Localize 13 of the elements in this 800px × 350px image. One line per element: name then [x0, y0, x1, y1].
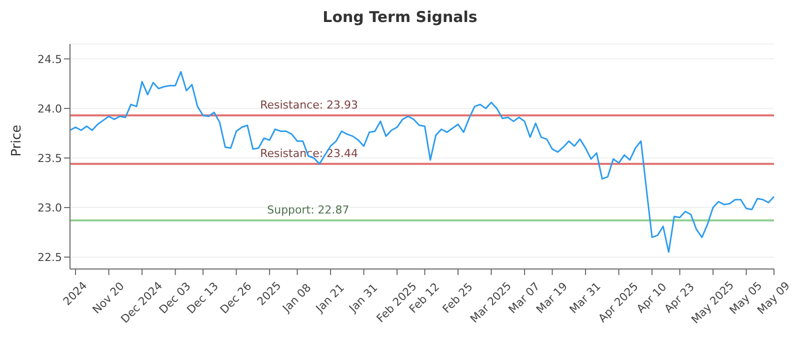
- y-tick-label: 23.5: [38, 152, 62, 165]
- line-series: [69, 71, 775, 253]
- ref-line-label: Resistance: 23.93: [260, 98, 358, 112]
- x-tick-label: Jan 08: [279, 281, 314, 316]
- y-tick-label: 24.5: [38, 52, 62, 66]
- y-tick-label: 23.0: [38, 201, 62, 214]
- ref-line-label: Support: 22.87: [267, 203, 350, 216]
- x-tick-label: Dec 26: [218, 280, 254, 316]
- chart-title: Long Term Signals: [322, 8, 478, 26]
- x-tick-label: Jan 21: [312, 281, 347, 316]
- y-tick-label: 22.5: [38, 251, 62, 264]
- y-axis-title: Price: [10, 124, 25, 156]
- y-tick-label: 24.0: [38, 102, 62, 116]
